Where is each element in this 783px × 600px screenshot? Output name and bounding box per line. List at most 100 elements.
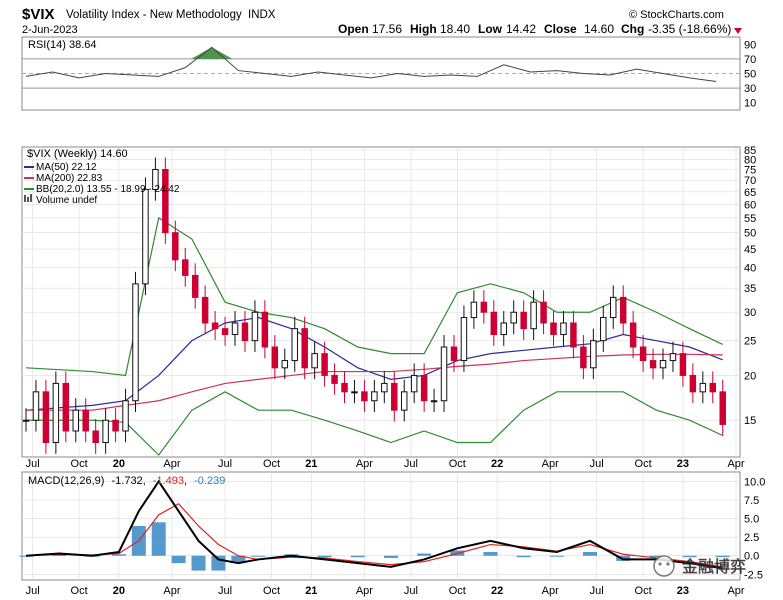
legend-ma50: MA(50) 22.12 — [36, 162, 97, 173]
candle-body — [241, 322, 249, 342]
rsi-tick-label: 50 — [744, 69, 756, 81]
rsi-line — [25, 46, 717, 83]
x-tick-label: Jul — [218, 458, 232, 470]
candle-body — [570, 322, 577, 348]
x-tick-label: Apr — [163, 585, 180, 597]
legend-macd-base: MACD(12,26,9) — [28, 475, 104, 487]
price-tick-label: 60 — [744, 199, 756, 211]
x-tick-label: Oct — [263, 458, 280, 470]
macd-tick-label: 10.0 — [744, 476, 765, 488]
close-value: 14.60 — [584, 22, 614, 36]
source-credit: © StockCharts.com — [629, 9, 724, 21]
candle-body — [152, 168, 159, 190]
macd-histogram-bar — [417, 553, 432, 556]
macd-histogram-bar — [350, 555, 365, 558]
macd-histogram-bar — [549, 555, 564, 557]
candle-body — [231, 322, 239, 336]
candle-body — [201, 296, 209, 324]
signal-line — [25, 502, 723, 568]
macd-panel-frame — [21, 471, 741, 581]
candle-body — [102, 419, 109, 444]
price-tick-label: 85 — [744, 145, 756, 157]
candle-body — [221, 328, 229, 336]
candle-body — [122, 400, 129, 432]
candle-body — [132, 283, 139, 402]
price-tick-label: 15 — [744, 415, 756, 427]
x-tick-label: Oct — [635, 585, 652, 597]
x-tick-label: Jul — [590, 585, 604, 597]
volume-bars-icon — [24, 194, 32, 202]
candle-body — [82, 409, 89, 432]
price-tick-label: 30 — [744, 307, 756, 319]
rsi-tick-label: 10 — [744, 98, 756, 110]
x-tick-label: 22 — [491, 585, 503, 597]
candle-body — [580, 346, 587, 369]
macd-tick-label: 5.0 — [744, 514, 759, 526]
chg-value: -3.35 (-18.66%) — [648, 22, 731, 36]
macd-tick-label: 7.5 — [744, 495, 759, 507]
macd-line — [25, 479, 723, 570]
candle-body — [341, 382, 348, 393]
candle-body — [709, 382, 717, 393]
candle-body — [301, 328, 308, 369]
chg-label: Chg — [621, 22, 644, 36]
price-tick-label: 75 — [744, 164, 756, 176]
candle-body — [321, 353, 328, 376]
candle-body — [530, 301, 537, 330]
candle-body — [112, 419, 119, 432]
price-legend: $VIX (Weekly) 14.60 MA(50) 22.12 MA(200)… — [24, 148, 180, 206]
candle-body — [719, 391, 726, 425]
candle-body — [172, 232, 179, 261]
low-value: 14.42 — [506, 22, 536, 36]
candle-body — [251, 311, 259, 342]
x-tick-label: Oct — [635, 458, 652, 470]
macd-histogram-bar — [383, 555, 398, 558]
exchange: INDX — [248, 9, 276, 21]
price-tick-label: 65 — [744, 187, 756, 199]
candle-body — [480, 301, 488, 313]
candle-body — [639, 346, 647, 362]
candle-body — [331, 374, 338, 384]
rsi-tick-label: 30 — [744, 83, 756, 95]
open-value: 17.56 — [372, 22, 402, 36]
rsi-overbought-fill — [191, 47, 233, 59]
legend-macd-value: -1.732 — [111, 475, 142, 487]
open-label: Open — [338, 22, 369, 36]
candle-body — [420, 374, 428, 402]
candle-body — [450, 346, 458, 362]
macd-histogram-bar — [583, 552, 598, 556]
candle-body — [381, 382, 388, 393]
candle-body — [62, 382, 70, 432]
x-tick-label: Apr — [727, 585, 744, 597]
legend-vix: $VIX (Weekly) 14.60 — [27, 148, 128, 160]
price-tick-label: 25 — [744, 336, 756, 348]
candle-body — [470, 301, 478, 319]
symbol: $VIX — [22, 6, 55, 23]
close-label: Close — [544, 22, 577, 36]
x-tick-label: 20 — [113, 585, 125, 597]
rsi-panel — [25, 46, 717, 83]
candle-body — [42, 391, 50, 444]
price-panel — [22, 157, 726, 456]
legend-hist-value: -0.239 — [194, 475, 225, 487]
candle-body — [460, 317, 468, 362]
macd-panel — [19, 479, 730, 571]
legend-volume: Volume undef — [36, 195, 97, 206]
high-value: 18.40 — [440, 22, 470, 36]
candle-body — [679, 353, 687, 376]
candle-body — [590, 340, 597, 369]
candle-body — [52, 382, 60, 444]
candle-body — [440, 346, 448, 402]
macd-histogram-bar — [19, 555, 33, 557]
candle-body — [560, 322, 567, 336]
candle-body — [72, 409, 80, 432]
price-tick-label: 40 — [744, 262, 756, 274]
x-tick-label: 23 — [677, 458, 689, 470]
candle-body — [211, 322, 219, 330]
x-tick-label: Jul — [218, 585, 232, 597]
legend-ma200: MA(200) 22.83 — [36, 173, 103, 184]
candle-body — [281, 360, 289, 369]
series-bb-lower — [26, 391, 723, 456]
macd-histogram-bar — [151, 522, 166, 556]
